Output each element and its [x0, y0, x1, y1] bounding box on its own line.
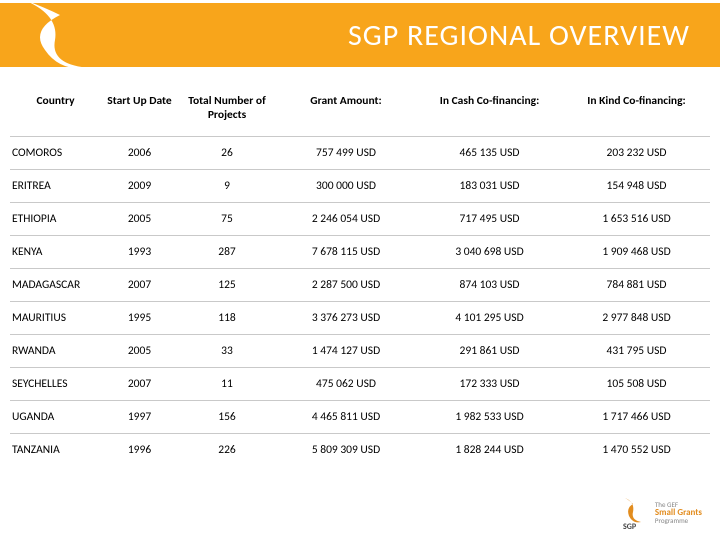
table-cell: 9 [178, 170, 276, 203]
col-header: Grant Amount: [276, 86, 416, 137]
table-cell: 226 [178, 434, 276, 467]
table-cell: 2007 [101, 269, 178, 302]
table-cell: 2006 [101, 137, 178, 170]
col-header: In Kind Co-financing: [563, 86, 710, 137]
table-cell: 1993 [101, 236, 178, 269]
table-row: RWANDA2005331 474 127 USD291 861 USD431 … [10, 335, 710, 368]
table-cell: 105 508 USD [563, 368, 710, 401]
table-cell: 2 977 848 USD [563, 302, 710, 335]
table-row: MADAGASCAR20071252 287 500 USD874 103 US… [10, 269, 710, 302]
table-cell: COMOROS [10, 137, 101, 170]
table-row: SEYCHELLES200711475 062 USD172 333 USD10… [10, 368, 710, 401]
col-header: Total Number of Projects [178, 86, 276, 137]
table-header-row: Country Start Up Date Total Number of Pr… [10, 86, 710, 137]
table-cell: 75 [178, 203, 276, 236]
table-cell: 125 [178, 269, 276, 302]
table-cell: 11 [178, 368, 276, 401]
footer-logo: SGP The GEF Small Grants Programme [621, 494, 702, 530]
table-cell: 26 [178, 137, 276, 170]
table-cell: 4 465 811 USD [276, 401, 416, 434]
table-cell: 203 232 USD [563, 137, 710, 170]
table-row: COMOROS200626757 499 USD465 135 USD203 2… [10, 137, 710, 170]
regional-table: Country Start Up Date Total Number of Pr… [10, 86, 710, 466]
table-cell: 1 909 468 USD [563, 236, 710, 269]
table-cell: 2007 [101, 368, 178, 401]
table-cell: 465 135 USD [416, 137, 563, 170]
table-cell: ETHIOPIA [10, 203, 101, 236]
table-cell: UGANDA [10, 401, 101, 434]
table-cell: 1 470 552 USD [563, 434, 710, 467]
table-cell: 154 948 USD [563, 170, 710, 203]
table-cell: 183 031 USD [416, 170, 563, 203]
table-cell: 3 376 273 USD [276, 302, 416, 335]
table-cell: 7 678 115 USD [276, 236, 416, 269]
table-row: KENYA19932877 678 115 USD3 040 698 USD1 … [10, 236, 710, 269]
table-cell: 1 717 466 USD [563, 401, 710, 434]
table-cell: 4 101 295 USD [416, 302, 563, 335]
table-cell: 1996 [101, 434, 178, 467]
table-cell: 1 828 244 USD [416, 434, 563, 467]
swoosh-logo-icon [0, 0, 160, 90]
table-cell: 757 499 USD [276, 137, 416, 170]
page-title: SGP REGIONAL OVERVIEW [348, 17, 690, 54]
table-cell: ERITREA [10, 170, 101, 203]
table-cell: 2 246 054 USD [276, 203, 416, 236]
table-cell: 717 495 USD [416, 203, 563, 236]
table-cell: 1 653 516 USD [563, 203, 710, 236]
header-band: SGP REGIONAL OVERVIEW [0, 0, 720, 70]
col-header: Country [10, 86, 101, 137]
table-cell: 156 [178, 401, 276, 434]
table-cell: 1997 [101, 401, 178, 434]
table-cell: KENYA [10, 236, 101, 269]
col-header: In Cash Co-financing: [416, 86, 563, 137]
table-cell: 431 795 USD [563, 335, 710, 368]
table-cell: 2 287 500 USD [276, 269, 416, 302]
table-row: UGANDA19971564 465 811 USD1 982 533 USD1… [10, 401, 710, 434]
table-cell: 1995 [101, 302, 178, 335]
table-cell: 172 333 USD [416, 368, 563, 401]
svg-text:SGP: SGP [623, 522, 637, 530]
table-cell: 1 982 533 USD [416, 401, 563, 434]
table-cell: 2005 [101, 203, 178, 236]
table-container: Country Start Up Date Total Number of Pr… [0, 70, 720, 466]
table-cell: 2005 [101, 335, 178, 368]
table-cell: 291 861 USD [416, 335, 563, 368]
table-row: ETHIOPIA2005752 246 054 USD717 495 USD1 … [10, 203, 710, 236]
table-cell: TANZANIA [10, 434, 101, 467]
table-cell: MADAGASCAR [10, 269, 101, 302]
col-header: Start Up Date [101, 86, 178, 137]
table-cell: 874 103 USD [416, 269, 563, 302]
table-cell: 784 881 USD [563, 269, 710, 302]
table-cell: SEYCHELLES [10, 368, 101, 401]
table-cell: 1 474 127 USD [276, 335, 416, 368]
table-cell: 5 809 309 USD [276, 434, 416, 467]
table-cell: RWANDA [10, 335, 101, 368]
footer-logo-text: The GEF Small Grants Programme [655, 501, 702, 524]
table-cell: MAURITIUS [10, 302, 101, 335]
table-row: MAURITIUS19951183 376 273 USD4 101 295 U… [10, 302, 710, 335]
table-cell: 300 000 USD [276, 170, 416, 203]
table-cell: 118 [178, 302, 276, 335]
table-cell: 33 [178, 335, 276, 368]
table-row: ERITREA20099300 000 USD183 031 USD154 94… [10, 170, 710, 203]
sgp-mark-icon: SGP [621, 494, 649, 530]
table-cell: 3 040 698 USD [416, 236, 563, 269]
footer-line3: Programme [655, 517, 702, 524]
table-cell: 2009 [101, 170, 178, 203]
table-row: TANZANIA19962265 809 309 USD1 828 244 US… [10, 434, 710, 467]
table-cell: 287 [178, 236, 276, 269]
table-cell: 475 062 USD [276, 368, 416, 401]
